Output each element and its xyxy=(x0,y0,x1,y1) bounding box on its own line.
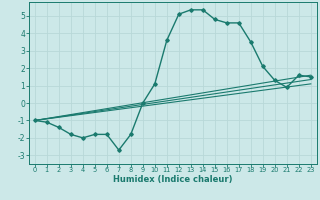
X-axis label: Humidex (Indice chaleur): Humidex (Indice chaleur) xyxy=(113,175,233,184)
